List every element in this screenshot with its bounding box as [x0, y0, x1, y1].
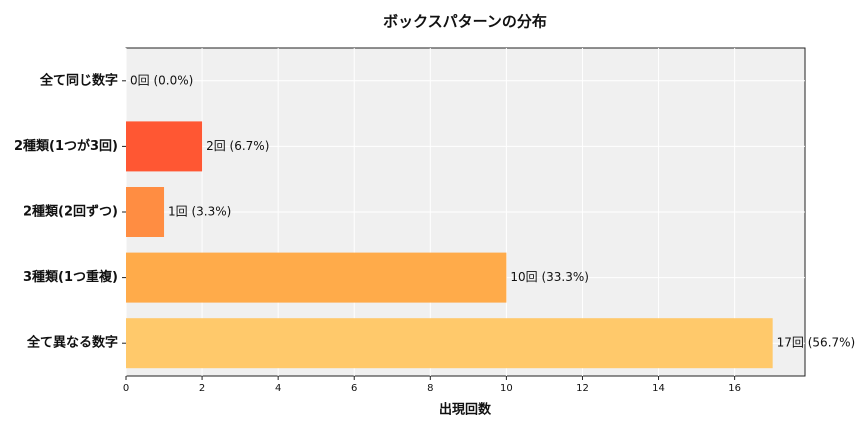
bar	[126, 187, 165, 237]
bar	[126, 318, 773, 369]
x-tick-label: 12	[576, 383, 589, 394]
value-label: 17回 (56.7%)	[777, 336, 856, 350]
x-tick-label: 6	[351, 383, 357, 394]
y-tick-label: 全て同じ数字	[39, 72, 118, 88]
y-tick-label: 3種類(1つ重複)	[23, 269, 118, 285]
x-tick-label: 10	[500, 383, 513, 394]
value-label: 2回 (6.7%)	[206, 139, 269, 153]
x-tick-label: 16	[728, 383, 741, 394]
value-label: 10回 (33.3%)	[510, 270, 589, 284]
value-label: 1回 (3.3%)	[168, 205, 231, 219]
x-tick-label: 14	[652, 383, 665, 394]
y-tick-label: 2種類(1つが3回)	[14, 138, 118, 154]
x-tick-label: 8	[427, 383, 433, 394]
x-tick-label: 4	[275, 383, 281, 394]
x-tick-label: 2	[199, 383, 205, 394]
bar	[126, 121, 203, 172]
y-tick-label: 2種類(2回ずつ)	[23, 204, 118, 220]
x-tick-label: 0	[123, 383, 129, 394]
y-tick-label: 全て異なる数字	[26, 335, 118, 351]
marks: 0回 (0.0%) 2回 (6.7%) 1回 (3.3%) 10回 (33.3%) 17…	[126, 73, 856, 369]
x-axis-label: 出現回数	[439, 402, 492, 418]
chart-title: ボックスパターンの分布	[383, 13, 547, 31]
value-label: 0回 (0.0%)	[130, 73, 193, 87]
bar	[126, 252, 507, 303]
